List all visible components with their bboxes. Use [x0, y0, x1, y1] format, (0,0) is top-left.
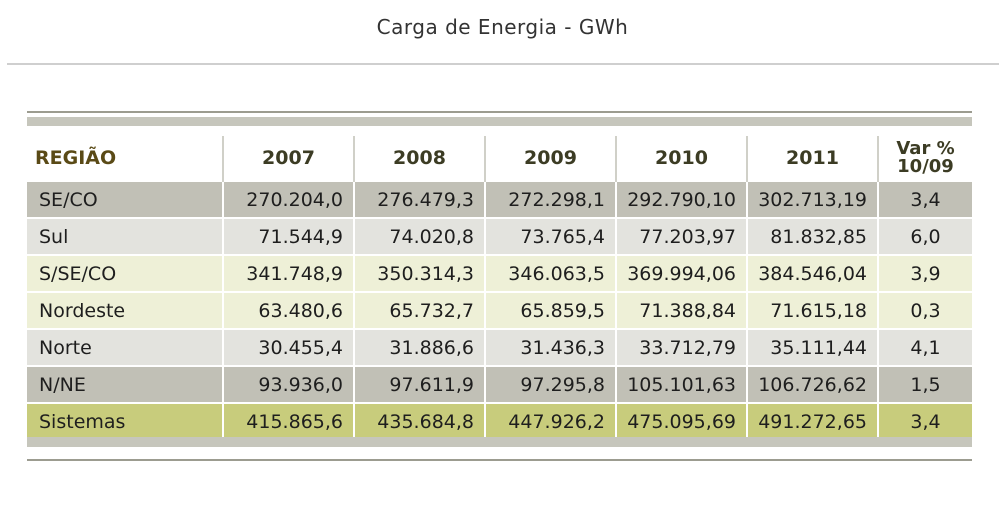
- cell-2009: 73.765,4: [484, 217, 616, 255]
- cell-2007: 93.936,0: [222, 365, 354, 403]
- cell-2009: 65.859,5: [484, 291, 616, 329]
- cell-2011: 106.726,62: [746, 365, 878, 403]
- table-header-row: REGIÃO 2007 2008 2009 2010 2011 Var % 10…: [27, 136, 972, 181]
- cell-2010: 475.095,69: [615, 402, 747, 439]
- cell-2011: 302.713,19: [746, 180, 878, 218]
- cell-2008: 65.732,7: [353, 291, 485, 329]
- cell-region: S/SE/CO: [27, 254, 223, 292]
- cell-region: Nordeste: [27, 291, 223, 329]
- cell-2010: 33.712,79: [615, 328, 747, 366]
- header-region: REGIÃO: [27, 136, 223, 181]
- table-row: Nordeste 63.480,6 65.732,7 65.859,5 71.3…: [27, 291, 972, 329]
- cell-2008: 74.020,8: [353, 217, 485, 255]
- cell-2008: 435.684,8: [353, 402, 485, 439]
- cell-2010: 369.994,06: [615, 254, 747, 292]
- page-title: Carga de Energia - GWh: [376, 15, 629, 39]
- cell-2010: 105.101,63: [615, 365, 747, 403]
- cell-2007: 63.480,6: [222, 291, 354, 329]
- cell-2007: 270.204,0: [222, 180, 354, 218]
- cell-2008: 97.611,9: [353, 365, 485, 403]
- table-row: Norte 30.455,4 31.886,6 31.436,3 33.712,…: [27, 328, 972, 366]
- cell-2011: 384.546,04: [746, 254, 878, 292]
- header-2011: 2011: [746, 136, 878, 181]
- cell-2009: 447.926,2: [484, 402, 616, 439]
- header-2009: 2009: [484, 136, 616, 181]
- cell-2009: 346.063,5: [484, 254, 616, 292]
- cell-2008: 350.314,3: [353, 254, 485, 292]
- table-row: Sul 71.544,9 74.020,8 73.765,4 77.203,97…: [27, 217, 972, 255]
- cell-2011: 35.111,44: [746, 328, 878, 366]
- header-2010: 2010: [615, 136, 747, 181]
- cell-region: Sul: [27, 217, 223, 255]
- cell-2011: 81.832,85: [746, 217, 878, 255]
- cell-var: 0,3: [877, 291, 972, 329]
- table-bottom-band: [27, 437, 972, 447]
- header-2008: 2008: [353, 136, 485, 181]
- title-divider: [7, 63, 999, 65]
- header-var-line1: Var %: [896, 138, 955, 159]
- header-2007: 2007: [222, 136, 354, 181]
- cell-2009: 272.298,1: [484, 180, 616, 218]
- cell-var: 4,1: [877, 328, 972, 366]
- cell-region: Sistemas: [27, 402, 223, 439]
- table-total-row: Sistemas 415.865,6 435.684,8 447.926,2 4…: [27, 402, 972, 439]
- cell-2009: 31.436,3: [484, 328, 616, 366]
- cell-2007: 415.865,6: [222, 402, 354, 439]
- cell-2011: 71.615,18: [746, 291, 878, 329]
- table-row: S/SE/CO 341.748,9 350.314,3 346.063,5 36…: [27, 254, 972, 292]
- energy-load-table: REGIÃO 2007 2008 2009 2010 2011 Var % 10…: [27, 136, 972, 439]
- cell-var: 6,0: [877, 217, 972, 255]
- cell-2009: 97.295,8: [484, 365, 616, 403]
- table-row: N/NE 93.936,0 97.611,9 97.295,8 105.101,…: [27, 365, 972, 403]
- cell-2010: 71.388,84: [615, 291, 747, 329]
- table-row: SE/CO 270.204,0 276.479,3 272.298,1 292.…: [27, 180, 972, 218]
- header-var: Var % 10/09: [877, 136, 972, 181]
- cell-var: 3,9: [877, 254, 972, 292]
- table-bottom-rule: [27, 459, 972, 461]
- table-top-band: [27, 117, 972, 126]
- header-var-line2: 10/09: [897, 156, 954, 177]
- cell-var: 3,4: [877, 402, 972, 439]
- cell-region: SE/CO: [27, 180, 223, 218]
- cell-region: Norte: [27, 328, 223, 366]
- table-top-rule: [27, 111, 972, 113]
- cell-2010: 77.203,97: [615, 217, 747, 255]
- cell-2008: 276.479,3: [353, 180, 485, 218]
- cell-2007: 341.748,9: [222, 254, 354, 292]
- cell-region: N/NE: [27, 365, 223, 403]
- cell-2007: 71.544,9: [222, 217, 354, 255]
- cell-2011: 491.272,65: [746, 402, 878, 439]
- cell-2010: 292.790,10: [615, 180, 747, 218]
- cell-2008: 31.886,6: [353, 328, 485, 366]
- cell-var: 3,4: [877, 180, 972, 218]
- cell-var: 1,5: [877, 365, 972, 403]
- cell-2007: 30.455,4: [222, 328, 354, 366]
